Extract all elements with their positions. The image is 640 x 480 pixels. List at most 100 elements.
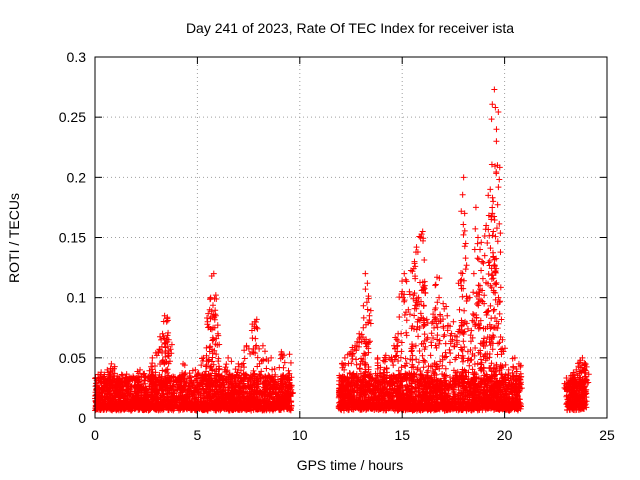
data-point	[142, 395, 149, 402]
data-point	[231, 399, 238, 406]
grid-lines	[95, 57, 607, 418]
data-point	[246, 374, 253, 381]
data-point	[220, 403, 227, 410]
data-point	[245, 378, 252, 385]
data-point	[229, 379, 236, 386]
data-point	[107, 393, 114, 400]
data-point	[241, 405, 248, 412]
data-point	[254, 399, 261, 406]
data-point	[244, 395, 251, 402]
data-point	[121, 404, 128, 411]
data-point	[218, 394, 225, 401]
data-point	[253, 375, 260, 382]
data-point	[167, 383, 174, 390]
data-point	[109, 378, 116, 385]
data-point	[226, 399, 233, 406]
data-point	[251, 391, 258, 398]
data-point	[172, 387, 179, 394]
data-point	[287, 407, 294, 414]
data-point	[276, 405, 283, 412]
data-point	[280, 402, 287, 409]
data-point	[266, 393, 273, 400]
data-point	[126, 375, 133, 382]
data-point	[193, 387, 200, 394]
data-point	[164, 396, 171, 403]
data-point	[253, 406, 260, 413]
data-point	[272, 389, 279, 396]
data-point	[178, 400, 185, 407]
data-point	[243, 397, 250, 404]
data-point	[149, 394, 156, 401]
data-point	[142, 380, 149, 387]
data-point	[147, 406, 154, 413]
data-point	[285, 394, 292, 401]
data-point	[162, 387, 169, 394]
data-point	[221, 375, 228, 382]
data-point	[225, 407, 232, 414]
data-point	[212, 400, 219, 407]
data-point	[161, 404, 168, 411]
data-point	[272, 402, 279, 409]
data-point	[143, 392, 150, 399]
data-point	[105, 401, 112, 408]
data-point	[155, 399, 162, 406]
data-point	[207, 402, 214, 409]
data-point	[266, 407, 273, 414]
data-point	[167, 404, 174, 411]
data-point	[133, 393, 140, 400]
data-point	[214, 405, 221, 412]
data-point	[266, 382, 273, 389]
data-point	[198, 406, 205, 413]
data-point	[237, 378, 244, 385]
data-point	[258, 403, 265, 410]
data-point	[232, 397, 239, 404]
data-point	[117, 407, 124, 414]
data-point	[102, 397, 109, 404]
data-point	[249, 399, 256, 406]
chart-title: Day 241 of 2023, Rate Of TEC Index for r…	[186, 20, 514, 36]
data-point	[227, 403, 234, 410]
data-point	[184, 394, 191, 401]
data-point	[111, 401, 118, 408]
data-point	[181, 403, 188, 410]
data-point	[246, 404, 253, 411]
data-point	[239, 393, 246, 400]
data-point	[284, 398, 291, 405]
data-point	[187, 401, 194, 408]
data-point	[188, 383, 195, 390]
data-point	[144, 400, 151, 407]
data-point	[107, 404, 114, 411]
data-point	[264, 406, 271, 413]
data-point	[259, 396, 266, 403]
data-point	[188, 405, 195, 412]
data-point	[119, 372, 126, 379]
data-point	[229, 404, 236, 411]
data-point	[212, 394, 219, 401]
data-point	[183, 396, 190, 403]
data-point	[270, 399, 277, 406]
data-point	[172, 396, 179, 403]
data-point	[156, 394, 163, 401]
data-point	[141, 377, 148, 384]
data-point	[168, 401, 175, 408]
data-point	[274, 395, 281, 402]
data-point	[246, 390, 253, 397]
data-point	[135, 400, 142, 407]
data-point	[131, 403, 138, 410]
data-point	[97, 396, 104, 403]
data-point	[108, 403, 115, 410]
data-point	[194, 398, 201, 405]
data-point	[120, 395, 127, 402]
data-point	[150, 404, 157, 411]
data-point	[154, 403, 161, 410]
data-point	[447, 374, 454, 381]
data-point	[152, 396, 159, 403]
data-point	[160, 398, 167, 405]
data-point	[170, 373, 177, 380]
data-point	[163, 396, 170, 403]
data-point	[99, 404, 106, 411]
data-points	[92, 86, 592, 414]
data-point	[203, 406, 210, 413]
data-point	[279, 391, 286, 398]
